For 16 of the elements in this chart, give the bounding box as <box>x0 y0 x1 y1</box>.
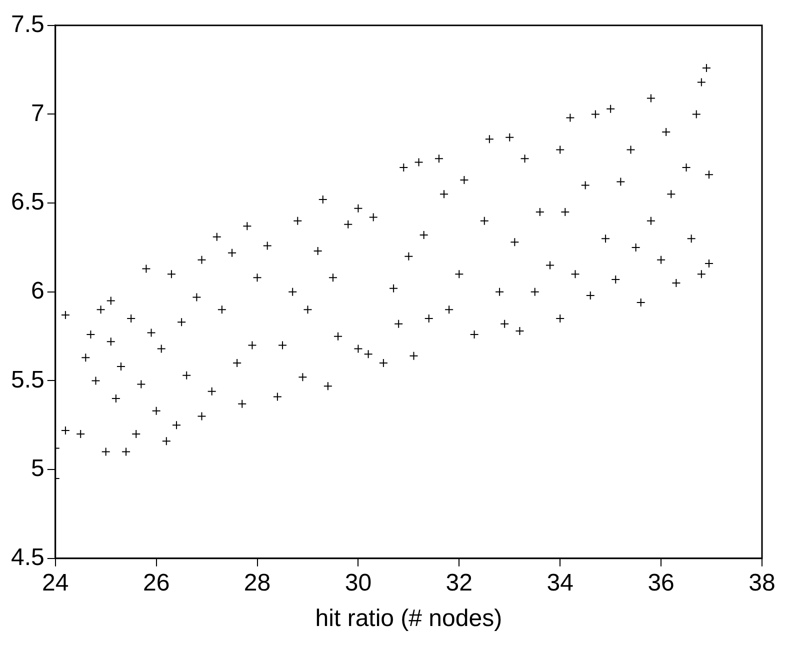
x-tick-label: 30 <box>344 569 372 596</box>
y-tick-label: 7.5 <box>10 11 44 38</box>
y-tick-label: 5 <box>31 455 44 482</box>
x-tick-label: 28 <box>244 569 271 596</box>
x-tick-label: 34 <box>546 569 574 596</box>
y-tick-label: 6.5 <box>10 188 44 216</box>
y-tick-label: 4.5 <box>10 544 44 572</box>
x-tick-label: 36 <box>648 569 674 596</box>
x-tick-label: 38 <box>748 569 776 596</box>
x-axis-title: hit ratio (# nodes) <box>315 605 502 632</box>
y-tick-label: 7 <box>31 100 44 127</box>
y-tick-label: 6 <box>31 278 44 305</box>
x-tick-label: 32 <box>446 569 473 596</box>
x-tick-label: 24 <box>42 569 69 596</box>
x-tick-label: 26 <box>142 569 170 596</box>
y-tick-label: 5.5 <box>10 366 44 394</box>
